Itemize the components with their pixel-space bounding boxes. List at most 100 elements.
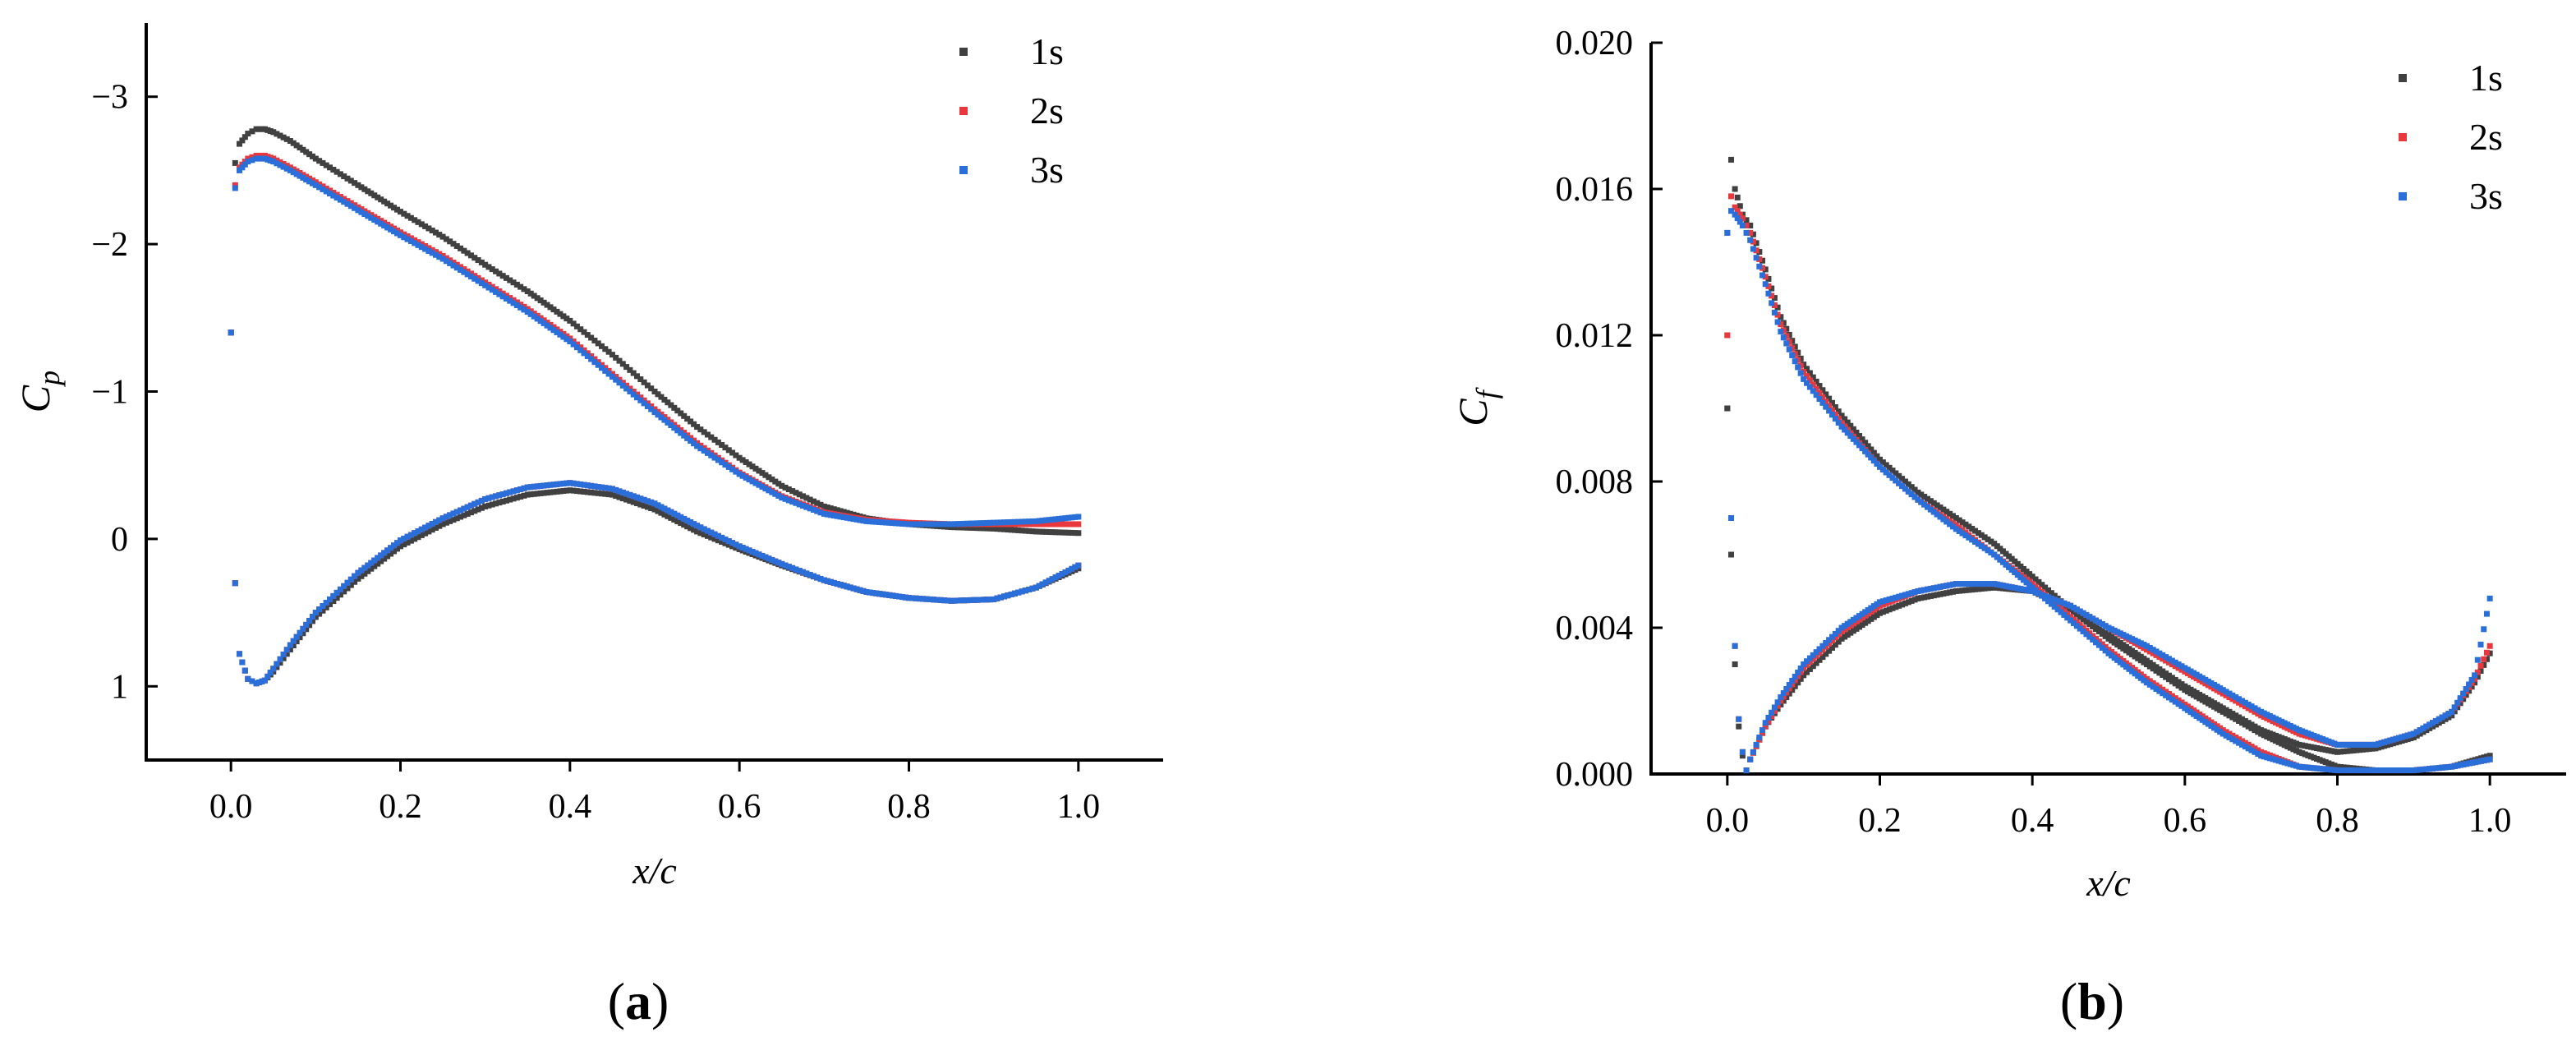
data-point-1s-lower <box>1930 592 1937 599</box>
data-point-2s-upper <box>524 306 531 312</box>
data-point-3s-upper <box>729 466 736 472</box>
data-point-1s-lower <box>496 500 503 506</box>
data-point-2s-lower <box>2281 723 2288 730</box>
data-point-1s-lower <box>1962 587 1969 593</box>
data-point-3s-lower <box>550 481 557 488</box>
data-point-1s-upper <box>2042 584 2049 591</box>
data-point-1s-upper <box>464 250 471 256</box>
data-point-3s-lower <box>857 587 863 593</box>
data-point-1s-upper <box>2220 708 2226 715</box>
data-point-3s-lower <box>1925 586 1931 592</box>
data-point-3s-lower <box>987 597 994 603</box>
data-point-1s-lower <box>2220 705 2226 712</box>
data-point-3s-lower <box>581 481 587 488</box>
data-point-3s-upper <box>375 219 381 225</box>
data-point-3s-lower <box>2320 736 2326 743</box>
data-point-3s-upper <box>1940 516 1947 523</box>
data-point-3s-lower <box>821 577 827 583</box>
data-point-3s-lower <box>824 578 830 584</box>
data-point-1s-lower <box>668 514 674 521</box>
data-point-3s-lower <box>2153 648 2160 655</box>
data-point-3s-lower <box>876 591 883 597</box>
data-point-3s-upper <box>1826 408 1833 414</box>
data-point-1s-upper <box>475 257 481 264</box>
data-point-1s-lower <box>674 518 681 525</box>
data-point-1s-lower <box>309 618 315 624</box>
data-point-3s-lower <box>2390 736 2396 743</box>
data-point-3s-lower <box>2413 729 2420 735</box>
data-point-3s-lower <box>1947 582 1953 588</box>
data-point-1s-lower <box>2153 664 2160 670</box>
data-point-1s-upper <box>521 286 527 293</box>
data-point-2s-upper <box>668 419 674 426</box>
data-point-2s-upper <box>627 385 633 392</box>
data-point-1s-upper <box>2302 751 2308 758</box>
data-point-2s-lower <box>2261 714 2267 721</box>
data-point-1s-upper <box>2229 714 2236 721</box>
data-point-2s-upper <box>1769 293 1775 299</box>
data-point-3s-upper <box>2083 631 2090 638</box>
data-point-3s-lower <box>599 484 605 491</box>
data-point-1s-lower <box>1732 661 1738 667</box>
data-point-3s-upper <box>2366 767 2372 774</box>
data-point-3s-upper <box>644 403 651 409</box>
data-point-1s-lower <box>623 496 630 503</box>
data-point-3s-upper <box>954 521 961 528</box>
data-point-2s-upper <box>1072 521 1079 528</box>
data-point-1s-upper <box>984 525 991 532</box>
data-point-2s-upper <box>439 252 446 259</box>
data-point-3s-lower <box>991 596 997 602</box>
data-point-2s-lower <box>2191 674 2197 680</box>
data-point-3s-upper <box>2296 763 2302 770</box>
data-point-3s-upper <box>850 516 857 523</box>
data-point-3s-upper <box>1868 454 1874 461</box>
data-point-3s-lower <box>570 480 577 486</box>
data-point-1s-upper <box>2003 551 2009 557</box>
data-point-1s-lower <box>1819 654 1826 661</box>
data-point-1s-lower <box>2449 712 2455 719</box>
data-point-1s-lower <box>521 492 527 499</box>
data-point-3s-lower <box>1806 655 1813 661</box>
data-point-3s-lower <box>708 529 715 536</box>
data-point-1s-lower <box>2442 716 2449 722</box>
data-point-3s-lower <box>467 502 474 509</box>
data-point-3s-upper <box>2029 584 2036 591</box>
data-point-3s-lower <box>1899 592 1906 599</box>
data-point-2s-upper <box>2236 736 2242 743</box>
data-point-3s-lower <box>916 596 922 602</box>
data-point-1s-lower <box>524 491 531 498</box>
data-point-3s-upper <box>521 306 527 313</box>
data-point-2s-upper <box>2120 657 2127 664</box>
data-point-3s-lower <box>1905 591 1911 597</box>
data-point-3s-lower <box>344 579 351 586</box>
data-point-2s-lower <box>1865 610 1871 617</box>
data-point-2s-upper <box>2205 717 2211 724</box>
data-point-3s-lower <box>557 481 564 487</box>
data-point-3s-lower <box>2111 627 2118 633</box>
data-point-2s-upper <box>2211 721 2218 727</box>
data-point-2s-upper <box>2220 727 2226 734</box>
data-point-2s-upper <box>2109 648 2115 655</box>
data-point-2s-upper <box>323 185 329 191</box>
data-point-1s-upper <box>1750 231 1756 237</box>
data-point-2s-upper <box>398 229 403 236</box>
data-point-3s-upper <box>368 214 375 221</box>
data-point-2s-upper <box>309 177 315 184</box>
data-point-3s-upper <box>584 352 591 359</box>
data-point-1s-upper <box>2026 571 2033 578</box>
data-point-1s-upper <box>1806 370 1813 376</box>
data-point-1s-lower <box>503 497 509 504</box>
data-point-3s-lower <box>1921 587 1928 593</box>
data-point-2s-upper <box>2156 684 2163 691</box>
data-point-1s-upper <box>2193 693 2200 700</box>
data-point-2s-upper <box>2229 732 2236 739</box>
data-point-3s-upper <box>352 205 358 211</box>
data-point-1s-upper <box>722 445 729 451</box>
data-point-3s-upper <box>1065 514 1072 521</box>
data-point-3s-upper <box>401 234 407 241</box>
data-point-2s-upper <box>489 283 495 290</box>
data-point-3s-upper <box>2314 765 2321 772</box>
data-point-3s-upper <box>1930 509 1937 515</box>
data-point-3s-upper <box>722 462 729 468</box>
data-point-2s-lower <box>2226 694 2233 701</box>
